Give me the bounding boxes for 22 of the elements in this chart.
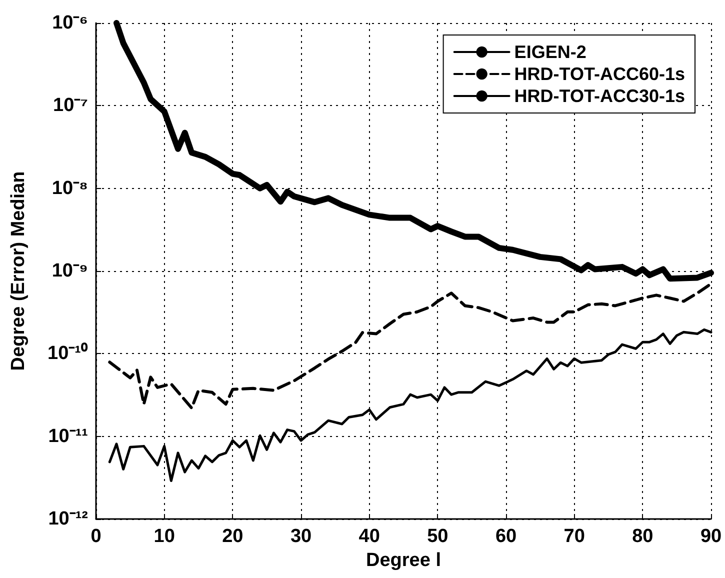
x-tick-label: 0 xyxy=(90,526,102,547)
x-tick-label: 10 xyxy=(154,526,175,547)
legend-label: HRD-TOT-ACC30-1s xyxy=(514,86,686,106)
y-axis-title: Degree (Error) Median xyxy=(8,171,29,371)
x-tick-label: 80 xyxy=(632,526,654,547)
x-tick-label: 70 xyxy=(564,526,585,547)
x-tick-label: 20 xyxy=(222,526,244,547)
y-tick-label: 10⁻⁹ xyxy=(52,260,88,282)
legend-label: EIGEN-2 xyxy=(514,42,586,62)
y-tick-label: 10⁻¹² xyxy=(48,508,88,530)
y-tick-label: 10⁻⁷ xyxy=(53,95,88,116)
y-tick-label: 10⁻¹¹ xyxy=(48,426,88,447)
x-tick-label: 40 xyxy=(358,526,380,547)
x-tick-label: 90 xyxy=(700,526,722,547)
x-axis-title: Degree l xyxy=(366,550,441,571)
x-tick-label: 50 xyxy=(427,526,448,547)
y-tick-label: 10⁻⁸ xyxy=(52,178,88,199)
y-tick-label: 10⁻¹⁰ xyxy=(48,342,88,364)
x-tick-label: 30 xyxy=(290,526,312,547)
x-tick-label: 60 xyxy=(495,526,517,547)
y-tick-label: 10⁻⁶ xyxy=(52,12,88,34)
legend-label: HRD-TOT-ACC60-1s xyxy=(514,64,686,84)
